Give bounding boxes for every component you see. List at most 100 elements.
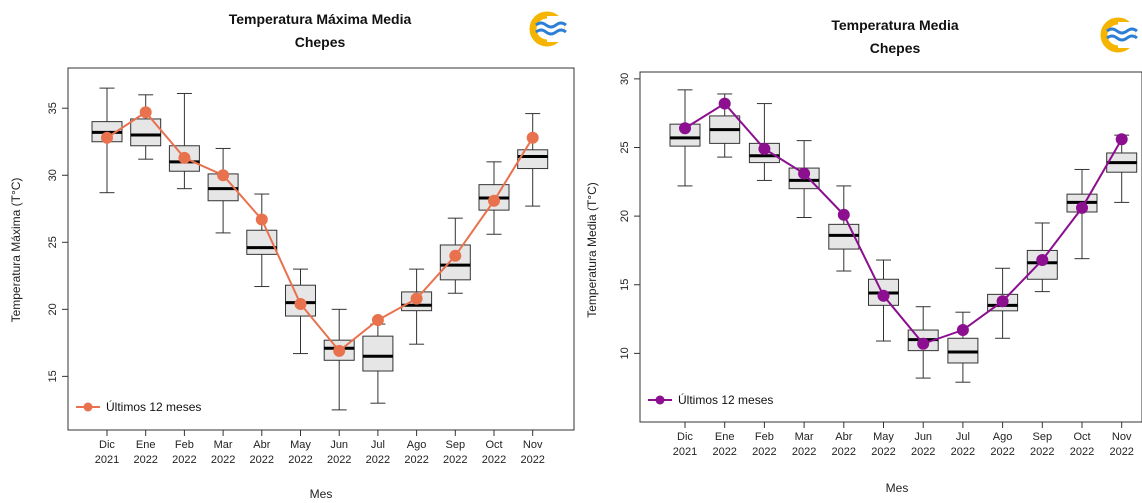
y-tick-label: 10 xyxy=(619,347,631,359)
chart-subtitle: Chepes xyxy=(870,40,921,56)
legend: Últimos 12 meses xyxy=(76,399,201,414)
box-plot xyxy=(517,113,549,207)
x-tick-label-month: Dic xyxy=(677,431,693,443)
box-plot xyxy=(362,323,394,404)
series-point xyxy=(526,131,539,144)
box-plot xyxy=(1066,168,1098,260)
plot-frame xyxy=(639,71,1142,423)
series-point xyxy=(996,295,1009,308)
box-plot xyxy=(207,147,239,234)
x-tick-label-year: 2022 xyxy=(443,454,467,466)
y-tick-label: 30 xyxy=(619,73,631,85)
x-tick-label-year: 2022 xyxy=(712,446,736,458)
plot-frame xyxy=(67,67,575,431)
x-tick-label-month: Abr xyxy=(835,431,852,443)
x-tick-label-month: Feb xyxy=(175,439,194,451)
box-plots xyxy=(91,87,549,411)
series-point xyxy=(1076,201,1088,214)
x-tick-label-year: 2022 xyxy=(832,446,856,458)
x-tick-label-month: Oct xyxy=(1073,431,1090,443)
x-tick-label-year: 2022 xyxy=(327,454,351,466)
x-tick-label-month: Jun xyxy=(330,439,348,451)
x-tick-label-year: 2022 xyxy=(288,454,312,466)
series-point xyxy=(718,97,731,110)
x-tick-label-year: 2022 xyxy=(366,454,390,466)
x-tick-label-year: 2022 xyxy=(990,446,1014,458)
series-point xyxy=(139,106,152,119)
series-point xyxy=(294,297,307,310)
series-point xyxy=(101,131,113,144)
series-point xyxy=(837,208,850,221)
chart-title: Temperatura Media xyxy=(831,17,959,33)
x-tick-label-year: 2022 xyxy=(250,454,274,466)
y-tick-label: 25 xyxy=(619,141,631,153)
series-point xyxy=(371,314,384,327)
x-tick-label-month: Ene xyxy=(715,431,735,443)
x-tick-label-year: 2022 xyxy=(482,454,506,466)
x-tick-label-month: Jun xyxy=(914,431,932,443)
x-tick-label-month: Sep xyxy=(1033,431,1053,443)
box-iqr xyxy=(362,335,394,372)
series-point xyxy=(449,249,462,262)
x-tick-label-year: 2022 xyxy=(1030,446,1054,458)
box-iqr xyxy=(517,149,549,170)
box-plot xyxy=(168,92,200,190)
x-tick-label-month: Nov xyxy=(523,439,543,451)
series-point xyxy=(917,337,930,350)
series-point xyxy=(956,324,969,337)
chart-title: Temperatura Máxima Media xyxy=(229,11,412,27)
y-tick-label: 20 xyxy=(619,210,631,222)
legend-label: Últimos 12 meses xyxy=(106,399,201,414)
chart-right-temperatura-media: Temperatura Media Chepes Temperatura Med… xyxy=(585,17,1142,495)
x-tick-label-month: Oct xyxy=(485,439,502,451)
series-point xyxy=(798,167,811,180)
x-axis: Dic 2021 Ene 2022 Feb 2022 Mar 2022 Abr 2022 May 20… xyxy=(673,422,1134,458)
series-point xyxy=(217,169,230,182)
x-tick-label-month: Mar xyxy=(795,431,814,443)
logo-icon xyxy=(529,11,567,47)
box-plots xyxy=(669,89,1138,383)
x-tick-label-year: 2021 xyxy=(673,446,697,458)
box-plot xyxy=(323,308,355,411)
logo-icon xyxy=(1100,17,1138,53)
series-point xyxy=(679,122,691,135)
box-plot xyxy=(828,185,860,272)
series-line xyxy=(679,97,1128,350)
series-line xyxy=(101,106,539,357)
x-axis-label: Mes xyxy=(310,487,333,501)
x-tick-label-month: May xyxy=(290,439,311,451)
box-plot xyxy=(669,89,701,187)
chart-subtitle: Chepes xyxy=(295,34,346,50)
series-polyline xyxy=(106,110,534,353)
series-point xyxy=(1115,133,1128,146)
x-tick-label-year: 2022 xyxy=(404,454,428,466)
y-tick-label: 15 xyxy=(47,370,59,382)
chart-left-temperatura-maxima: Temperatura Máxima Media Chepes Temperat… xyxy=(9,11,575,501)
x-tick-label-year: 2022 xyxy=(1070,446,1094,458)
x-axis-label: Mes xyxy=(886,481,909,495)
x-tick-label-month: Sep xyxy=(446,439,466,451)
x-tick-label-year: 2022 xyxy=(871,446,895,458)
box-plot xyxy=(947,311,979,383)
y-tick-label: 35 xyxy=(47,102,59,114)
x-tick-label-year: 2022 xyxy=(1109,446,1133,458)
x-tick-label-month: Ago xyxy=(407,439,427,451)
series-point xyxy=(255,213,268,226)
x-tick-label-year: 2022 xyxy=(520,454,544,466)
series-point xyxy=(758,142,771,155)
series-point xyxy=(410,292,423,305)
box-iqr xyxy=(130,118,162,147)
x-tick-label-month: Ago xyxy=(993,431,1013,443)
x-tick-label-month: Jul xyxy=(956,431,970,443)
x-tick-label-year: 2021 xyxy=(95,454,119,466)
series-point xyxy=(488,194,500,207)
y-tick-label: 30 xyxy=(47,169,59,181)
x-tick-label-year: 2022 xyxy=(211,454,235,466)
box-plot xyxy=(748,103,780,181)
series-polyline xyxy=(684,102,1123,345)
y-axis: 10 15 20 25 30 xyxy=(619,73,640,359)
series-point xyxy=(178,151,191,164)
x-tick-label-month: May xyxy=(873,431,894,443)
box-plot xyxy=(401,268,433,345)
x-tick-label-month: Nov xyxy=(1112,431,1132,443)
